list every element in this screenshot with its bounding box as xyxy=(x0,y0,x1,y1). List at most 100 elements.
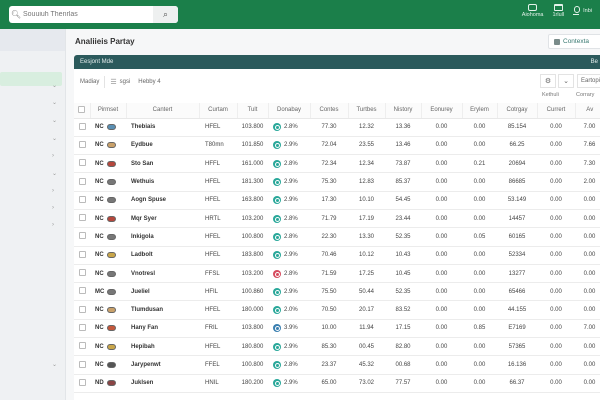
column-header[interactable]: Turtbes xyxy=(348,103,386,119)
select-all-checkbox[interactable] xyxy=(78,105,86,113)
top-action-rlull[interactable]: 1rlull xyxy=(553,4,564,18)
table-row[interactable]: NC Tlumdusan HFEL 180.000 2.0% 70.50 20.17 83.5… xyxy=(74,300,600,320)
row-tult: 163.800 xyxy=(237,191,268,210)
top-action-aiohoma[interactable]: Aiohoma xyxy=(522,4,544,18)
table-row[interactable]: NC Eydbue T80mn 101.850 2.9% 72.04 23.55 13.46 0… xyxy=(74,136,600,156)
row-checkbox[interactable] xyxy=(78,140,86,148)
column-header[interactable]: Erylem xyxy=(462,103,498,119)
row-checkbox[interactable] xyxy=(78,159,86,167)
column-header[interactable]: Cantert xyxy=(126,103,200,119)
row-checkbox[interactable] xyxy=(78,177,86,185)
table-row[interactable]: ND Juklsen HNIL 180.200 2.9% 65.00 73.02 77.57 0… xyxy=(74,374,600,393)
row-eonurey: 0.00 xyxy=(421,136,462,156)
row-checkbox[interactable] xyxy=(78,287,86,295)
column-header[interactable]: Eonurey xyxy=(421,103,463,119)
row-currert: 0.00 xyxy=(537,118,575,137)
table-row[interactable]: NC Inkigola HFEL 100.800 2.8% 22.30 13.30 52.35… xyxy=(74,227,600,247)
top-action-label: Aiohoma xyxy=(521,12,544,18)
row-code: MC xyxy=(95,288,105,295)
column-header[interactable]: Tult xyxy=(237,103,269,119)
search-box[interactable]: 🔍︎ ⌕ xyxy=(9,6,178,23)
sidebar: ⌄ ⌄ ⌄ ⌄ › ⌄ › › › ⌄ xyxy=(0,29,66,400)
flag-icon xyxy=(106,362,116,368)
sidebar-item-active[interactable] xyxy=(0,72,62,86)
row-checkbox[interactable] xyxy=(78,195,86,203)
column-header[interactable]: Donabay xyxy=(268,103,311,119)
column-header[interactable]: Pirmset xyxy=(90,103,127,119)
table-row[interactable]: NC Thebiais HFEL 103.800 2.8% 77.30 12.32 13.36… xyxy=(74,118,600,137)
search-button[interactable]: ⌕ xyxy=(153,6,178,23)
table-row[interactable]: NC Jarypenwt FFEL 100.800 2.8% 23.37 45.32 00.6… xyxy=(74,355,600,375)
table-row[interactable]: NC Hepibah HFEL 180.800 2.9% 85.30 00.45 82.80 0… xyxy=(74,337,600,357)
row-turtbes: 11.94 xyxy=(348,319,385,339)
row-checkbox[interactable] xyxy=(78,214,86,222)
chevron-down-icon[interactable]: ⌄ xyxy=(52,118,58,124)
row-av: 0.00 xyxy=(575,282,600,302)
row-checkbox[interactable] xyxy=(78,232,86,240)
donabay-cell: 2.0% xyxy=(268,300,310,320)
table-row[interactable]: NC Aogn Spuse HFEL 163.800 2.9% 17.30 10.10 54.… xyxy=(74,191,600,210)
row-checkbox[interactable] xyxy=(78,323,86,331)
row-nistory: 10.43 xyxy=(385,246,421,265)
flag-icon xyxy=(106,160,116,167)
column-select[interactable]: Eartopit xyxy=(577,74,600,88)
column-header[interactable]: Currert xyxy=(537,103,576,119)
row-checkbox[interactable] xyxy=(78,360,86,368)
table-row[interactable]: NC Wethuis HFEL 181.300 2.9% 75.30 12.83 85.37 0… xyxy=(74,172,600,192)
table-row[interactable]: NC Ladbolt HFEL 183.800 2.9% 70.46 10.12 10.43 0… xyxy=(74,246,600,265)
donabay-value: 2.9% xyxy=(284,380,298,387)
row-erylem: 0.00 xyxy=(462,337,497,357)
table-row[interactable]: NC Hany Fan FRIL 103.800 3.9% 10.00 11.94 17.15… xyxy=(74,319,600,339)
row-checkbox[interactable] xyxy=(78,305,86,313)
row-checkbox[interactable] xyxy=(78,269,86,277)
table-row[interactable]: NC Mqr Syer HRTL 103.200 2.8% 71.79 17.19 23.44… xyxy=(74,209,600,229)
chevron-right-icon[interactable]: › xyxy=(52,153,54,159)
row-nistory: 73.87 xyxy=(385,154,421,174)
row-code: NC xyxy=(95,215,104,222)
row-currency: HFEL xyxy=(199,172,237,192)
table-row[interactable]: NC Vnotresl FFSL 103.200 2.8% 71.59 17.25 10.45… xyxy=(74,264,600,284)
code-cell: MC xyxy=(90,282,126,302)
column-header[interactable]: Av xyxy=(575,103,600,119)
chevron-down-icon[interactable]: ⌄ xyxy=(52,171,58,177)
row-checkbox[interactable] xyxy=(78,122,86,130)
select-all-header[interactable] xyxy=(74,103,91,119)
row-checkbox[interactable] xyxy=(78,378,86,386)
list-toggle[interactable]: sgsi xyxy=(119,79,131,85)
check-circle-icon xyxy=(273,361,281,369)
section-banner: Eesjont Mde Be xyxy=(74,55,600,69)
mic-button[interactable]: Inbi xyxy=(573,6,600,15)
chevron-down-icon[interactable]: ⌄ xyxy=(52,83,58,89)
column-header[interactable]: Nistory xyxy=(385,103,422,119)
settings-button[interactable]: ⚙ xyxy=(540,74,556,88)
chevron-right-icon[interactable]: › xyxy=(52,205,54,211)
row-tult: 100.800 xyxy=(237,227,268,247)
row-cotrgay: E7169 xyxy=(497,319,537,339)
row-turtbes: 12.83 xyxy=(348,172,385,192)
row-erylem: 0.00 xyxy=(462,282,497,302)
column-header[interactable]: Contes xyxy=(310,103,349,119)
row-name: Hepibah xyxy=(126,337,199,357)
chevron-down-icon[interactable]: ⌄ xyxy=(52,136,58,142)
column-header[interactable]: Curtam xyxy=(199,103,238,119)
view-selector[interactable]: Madiay xyxy=(80,79,100,85)
context-button[interactable]: Contexta xyxy=(548,34,600,49)
row-checkbox-cell xyxy=(74,246,90,265)
chevron-right-icon[interactable]: › xyxy=(52,188,54,194)
check-circle-icon xyxy=(273,123,281,132)
chevron-right-icon[interactable]: › xyxy=(52,222,54,228)
table-row[interactable]: MC Jueliel HFIL 100.860 2.9% 75.50 50.44 52.35 0… xyxy=(74,282,600,302)
flag-icon xyxy=(106,270,116,277)
row-cotrgay: 66.25 xyxy=(497,136,537,156)
row-checkbox[interactable] xyxy=(78,250,86,258)
table-row[interactable]: NC Sto San HFFL 161.000 2.8% 72.34 12.34 73.87 0… xyxy=(74,154,600,174)
donabay-cell: 2.9% xyxy=(268,191,310,210)
chevron-down-icon[interactable]: ⌄ xyxy=(52,362,58,368)
row-checkbox[interactable] xyxy=(78,342,86,350)
dropdown-button[interactable]: ⌄ xyxy=(558,74,574,88)
filter-chip[interactable]: Hebby 4 xyxy=(138,79,161,85)
row-turtbes: 00.45 xyxy=(348,337,385,357)
chevron-down-icon[interactable]: ⌄ xyxy=(52,100,58,106)
search-input[interactable] xyxy=(23,11,153,18)
column-header[interactable]: Cotrgay xyxy=(497,103,538,119)
